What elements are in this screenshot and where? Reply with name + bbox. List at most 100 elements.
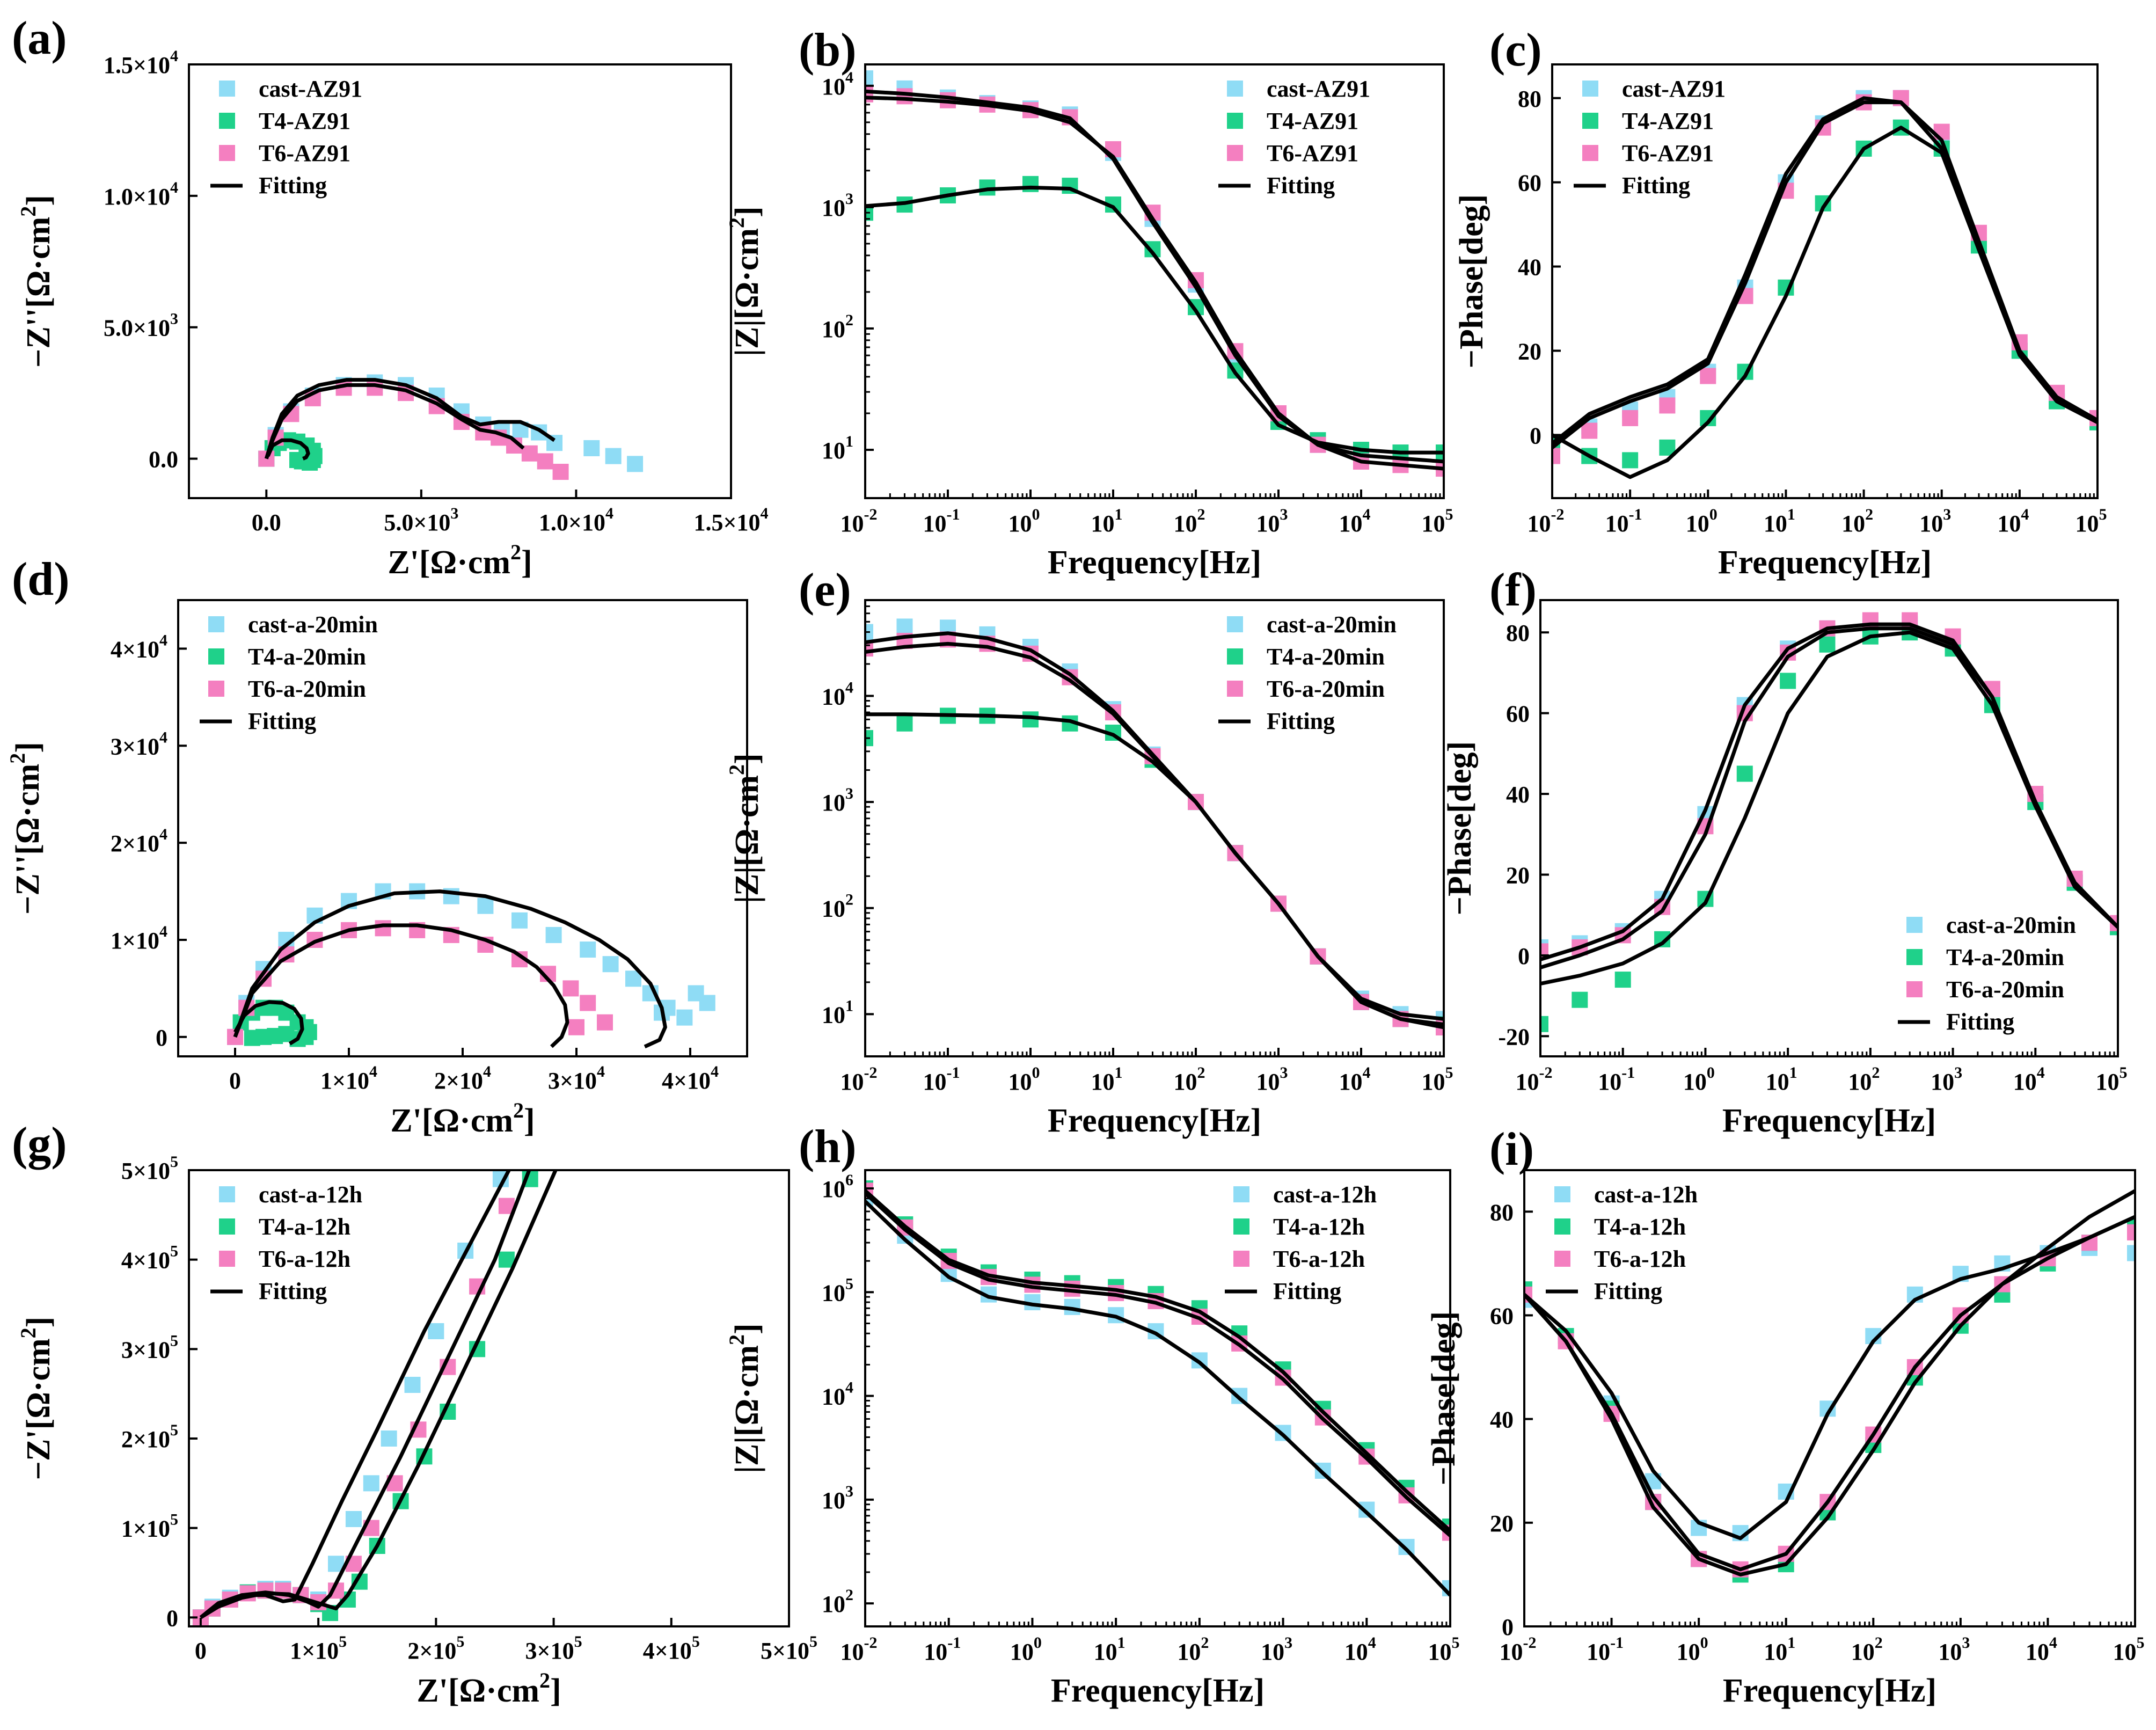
- y-tick-label: 0: [1502, 1614, 1514, 1640]
- fit-line-t4: [865, 185, 1444, 455]
- fit-line-cast: [865, 1200, 1450, 1597]
- x-axis-title: Frequency[Hz]: [1718, 544, 1932, 581]
- y-tick-label: 60: [1506, 701, 1530, 727]
- legend-label: T4-a-12h: [259, 1214, 350, 1240]
- panel-f: (f) 10-2 10-1 100 101 102 103 104 105 -20 0 20 40 60 8…: [1442, 564, 2128, 1139]
- x-tick-label: 10-1: [923, 506, 960, 537]
- panel-a: (a) 0.0 5.0×103 1.0×104 1.5×104 0.0 5.0×103 1.0…: [12, 12, 769, 581]
- series-t6: [865, 1182, 1450, 1541]
- x-tick-label: 105: [2075, 506, 2107, 537]
- x-tick-label: 101: [1091, 506, 1123, 537]
- series-cast: [1540, 616, 2118, 955]
- y-tick-label: 1×105: [121, 1511, 178, 1542]
- fit-line-t4: [865, 712, 1444, 1026]
- fit-line-t4: [266, 438, 310, 461]
- series-t4: [865, 1180, 1450, 1535]
- x-tick-label: 10-2: [841, 506, 878, 537]
- x-tick-label: 100: [1686, 506, 1718, 537]
- legend-label: T6-a-20min: [1267, 676, 1385, 702]
- x-tick-label: 0: [195, 1638, 207, 1664]
- data-point: [605, 448, 622, 464]
- y-tick-label: 104: [822, 1379, 853, 1410]
- data-point: [1780, 673, 1796, 689]
- y-axis-title: −Phase[deg]: [1426, 1311, 1462, 1486]
- legend-swatch: [1554, 1251, 1570, 1267]
- x-tick-label: 4×104: [662, 1063, 719, 1094]
- plot-frame: [864, 63, 1445, 499]
- y-tick-label: 60: [1518, 170, 1541, 196]
- legend-label: Fitting: [1273, 1278, 1341, 1304]
- x-tick-label: 101: [1764, 506, 1795, 537]
- y-tick-label: 20: [1490, 1510, 1514, 1537]
- data-point: [865, 70, 873, 87]
- y-tick-label: 104: [822, 678, 853, 710]
- x-tick-label: 104: [1339, 506, 1371, 537]
- y-tick-label: 103: [822, 190, 853, 221]
- plot-frame: [1539, 599, 2119, 1057]
- legend-label: T6-AZ91: [1622, 140, 1714, 166]
- y-tick-label: 2×104: [111, 826, 167, 857]
- data-point: [552, 464, 569, 480]
- data-point: [896, 88, 913, 105]
- x-tick-label: 104: [2026, 1634, 2057, 1665]
- legend-label: Fitting: [1594, 1278, 1662, 1304]
- legend: cast-a-12h T4-a-12h T6-a-12h Fitting: [1546, 1181, 1698, 1304]
- x-tick-label: 3×104: [548, 1063, 605, 1094]
- legend-label: T4-a-20min: [1946, 944, 2064, 970]
- x-tick-label: 104: [2013, 1064, 2045, 1095]
- data-point: [896, 715, 913, 732]
- x-tick-label: 103: [1938, 1634, 1970, 1665]
- data-point: [381, 1430, 397, 1447]
- data-point: [1540, 1016, 1548, 1032]
- legend: cast-AZ91 T4-AZ91 T6-AZ91 Fitting: [210, 76, 362, 199]
- y-tick-label: 102: [822, 891, 853, 922]
- y-tick-label: 60: [1490, 1303, 1514, 1329]
- legend-label: T6-a-20min: [1946, 976, 2064, 1003]
- legend-swatch: [1233, 1186, 1249, 1202]
- legend-label: cast-a-20min: [248, 611, 378, 638]
- y-tick-label: 3×104: [111, 728, 167, 760]
- fit-line-cast: [264, 378, 556, 459]
- legend-swatch: [1227, 113, 1243, 129]
- x-tick-label: 1×104: [320, 1063, 377, 1094]
- legend-label: T4-AZ91: [1622, 108, 1714, 134]
- data-point: [602, 956, 619, 973]
- fit-line-t4: [865, 1189, 1450, 1532]
- y-tick-label: 101: [822, 433, 853, 464]
- data-point: [1398, 1538, 1415, 1555]
- x-tick-label: 4×105: [643, 1633, 700, 1664]
- data-point: [375, 920, 391, 937]
- x-tick-label: 10-2: [1516, 1064, 1553, 1095]
- legend: cast-a-20min T4-a-20min T6-a-20min Fitting: [1898, 912, 2076, 1035]
- x-axis-title: Frequency[Hz]: [1048, 1103, 1261, 1139]
- legend-label: cast-AZ91: [259, 76, 362, 102]
- legend-swatch: [1582, 113, 1598, 129]
- data-point: [1022, 176, 1039, 192]
- plot-frame: [864, 1169, 1451, 1627]
- legend-swatch: [208, 681, 224, 697]
- fit-line-t6: [233, 923, 569, 1048]
- y-tick-label: 40: [1506, 782, 1530, 808]
- data-point: [2127, 1245, 2135, 1261]
- plot-frame: [1551, 63, 2099, 499]
- fit-line-t6: [199, 1170, 531, 1619]
- y-axis-title: −Z''[Ω·cm2]: [16, 195, 57, 368]
- y-tick-label: 102: [822, 1586, 853, 1617]
- data-point: [477, 897, 494, 914]
- y-tick-label: 1.5×104: [104, 47, 178, 78]
- panel-d: (d) 0 1×104 2×104 3×104 4×104 0 1×104 2×104 3×104…: [5, 553, 748, 1139]
- panel-g: (g) 0 1×105 2×105 3×105 4×105 5×105 0 1×105 2×105…: [12, 1118, 817, 1709]
- legend-label: Fitting: [1622, 172, 1690, 199]
- fit-line-cast: [233, 889, 667, 1049]
- y-tick-label: 40: [1490, 1407, 1514, 1433]
- legend-label: T4-AZ91: [1267, 108, 1358, 134]
- series-t4: [192, 1171, 538, 1626]
- data-point: [896, 618, 913, 635]
- x-tick-label: 103: [1256, 1064, 1288, 1095]
- x-tick-label: 0.0: [252, 509, 281, 536]
- y-axis-title: −Z'[Ω·cm2]: [16, 1317, 57, 1480]
- x-tick-label: 105: [1428, 1634, 1460, 1665]
- data-point: [363, 1475, 379, 1492]
- x-tick-label: 102: [1851, 1634, 1883, 1665]
